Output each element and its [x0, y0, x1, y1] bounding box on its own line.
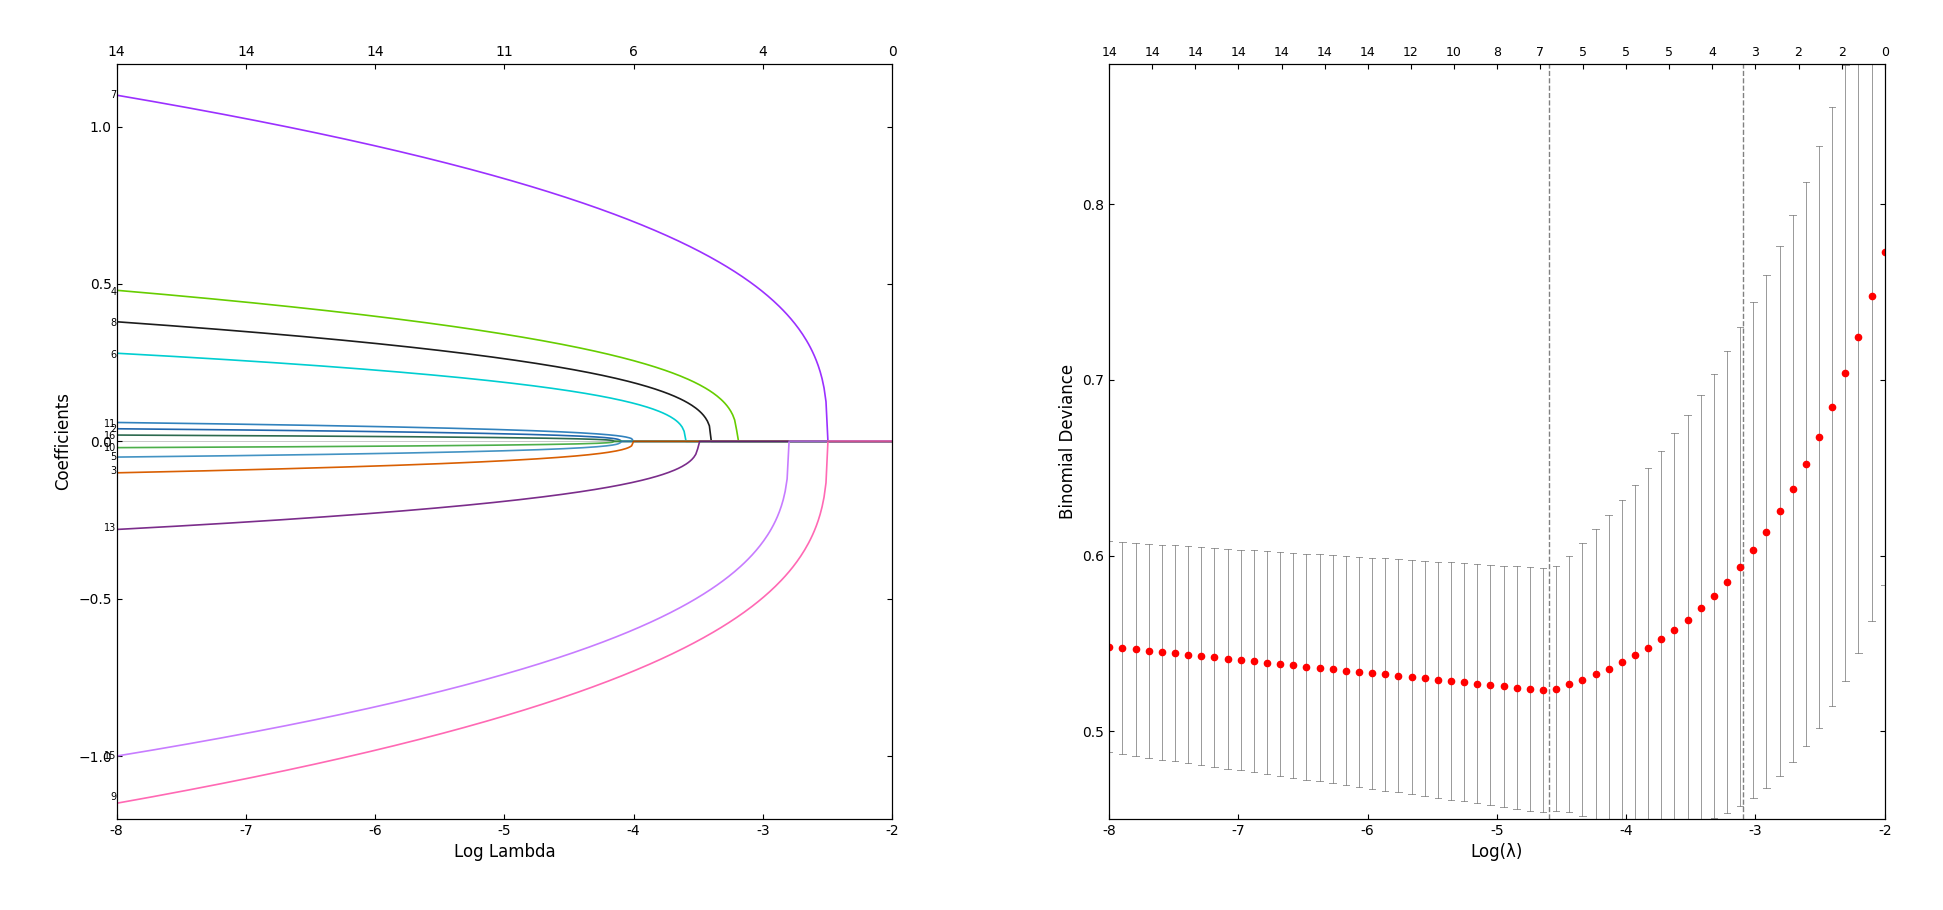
Text: 5: 5 — [111, 452, 117, 462]
Y-axis label: Binomial Deviance: Binomial Deviance — [1059, 364, 1076, 519]
Text: 8: 8 — [111, 318, 117, 329]
Text: 2: 2 — [111, 424, 117, 434]
Text: 4: 4 — [111, 287, 117, 297]
X-axis label: Log(λ): Log(λ) — [1471, 844, 1523, 862]
Text: 7: 7 — [111, 90, 117, 100]
Text: 9: 9 — [111, 792, 117, 802]
Text: 10: 10 — [105, 443, 117, 453]
Text: 11: 11 — [105, 419, 117, 429]
Text: 13: 13 — [105, 523, 117, 533]
Text: 15: 15 — [105, 751, 117, 761]
Text: 6: 6 — [111, 349, 117, 359]
Text: 16: 16 — [105, 430, 117, 440]
X-axis label: Log Lambda: Log Lambda — [453, 844, 556, 862]
Y-axis label: Coefficients: Coefficients — [54, 392, 72, 490]
Text: 3: 3 — [111, 466, 117, 476]
